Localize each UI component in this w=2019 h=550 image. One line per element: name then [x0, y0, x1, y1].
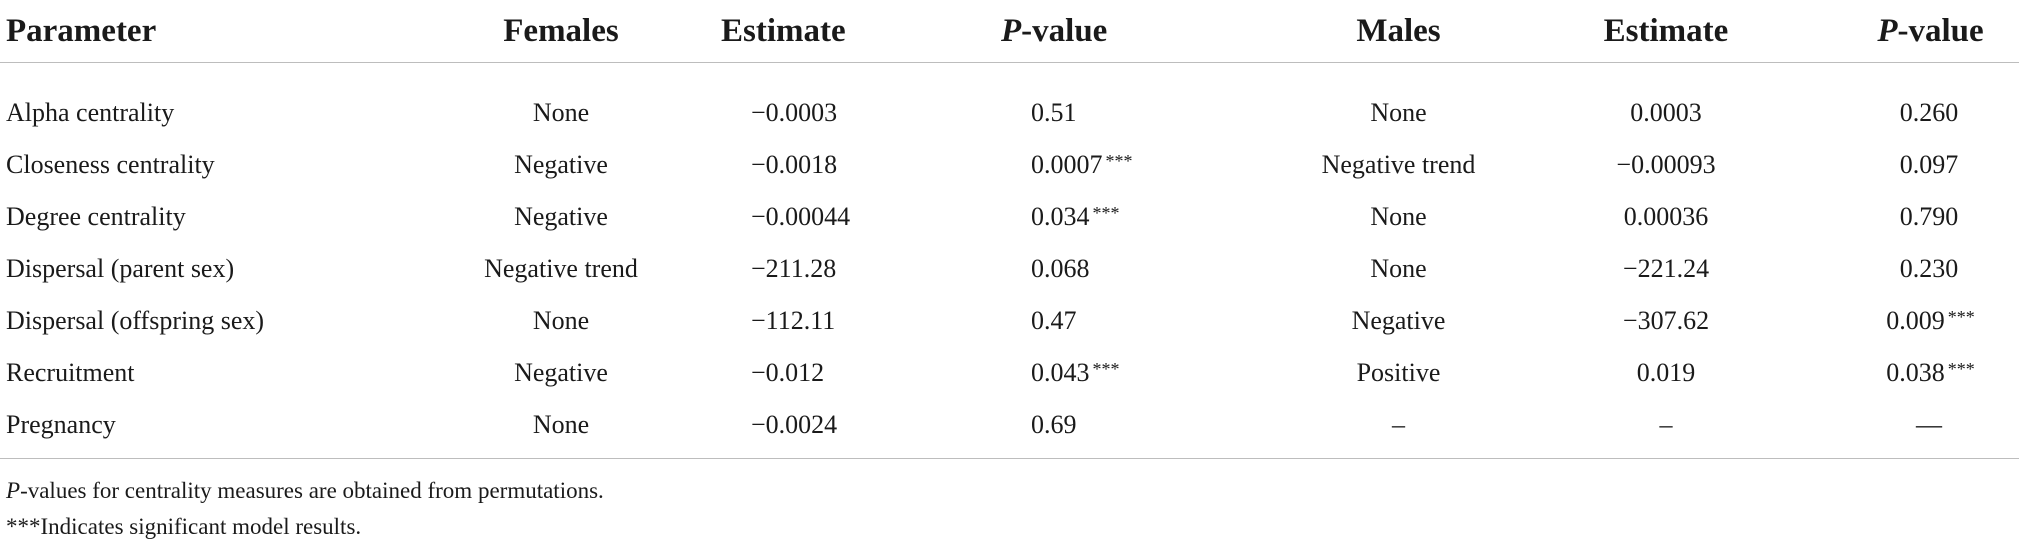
pvalue-text: 0.038 [1886, 358, 1945, 387]
cell-pvalue-females: 0.69 [971, 399, 1271, 465]
cell-estimate-males: 0.0003 [1630, 98, 1702, 127]
table-row: Pregnancy None −0.0024 0.69 – – — [0, 399, 2019, 465]
pvalue-text: 0.47 [1031, 306, 1077, 335]
header-pvalue-males-p: P [1877, 12, 1898, 49]
cell-parameter: Dispersal (parent sex) [6, 254, 235, 283]
header-females: Females [401, 0, 721, 63]
cell-females: Negative trend [484, 254, 638, 283]
pvalue-text: 0.097 [1899, 150, 1959, 179]
significance-stars: *** [1105, 151, 1133, 171]
table-row: Alpha centrality None −0.0003 0.51 None … [0, 63, 2019, 140]
significance-stars: *** [1947, 307, 1975, 327]
cell-females: None [532, 306, 590, 335]
footnote-pvalues-p: P [6, 478, 21, 503]
header-pvalue-females-rest: -value [1021, 12, 1108, 49]
pvalue-text: 0.0007 [1031, 150, 1103, 179]
table-bottom-rule [0, 458, 2019, 459]
cell-males: None [1370, 254, 1427, 283]
footnote-pvalues-text: -values for centrality measures are obta… [20, 478, 604, 503]
cell-pvalue-females: 0.0007 *** [971, 139, 1271, 191]
cell-estimate-males: −307.62 [1622, 306, 1710, 335]
cell-males: Negative [1351, 306, 1446, 335]
header-pvalue-males-rest: -value [1897, 12, 1984, 49]
cell-pvalue-males: 0.097 [1806, 139, 2019, 191]
table-row: Closeness centrality Negative −0.0018 0.… [0, 139, 2019, 191]
header-pvalue-females: P-value [971, 0, 1271, 63]
cell-females: None [532, 410, 590, 439]
cell-females: Negative [514, 358, 608, 387]
cell-estimate-females: −0.0018 [751, 150, 838, 179]
cell-estimate-females: −211.28 [751, 254, 837, 283]
pvalue-text: 0.230 [1899, 254, 1959, 283]
header-pvalue-females-p: P [1001, 12, 1022, 49]
significance-stars: *** [1092, 203, 1120, 223]
cell-estimate-females: −0.0024 [751, 410, 838, 439]
pvalue-text: — [1916, 410, 1942, 439]
table-row: Dispersal (offspring sex) None −112.11 0… [0, 295, 2019, 347]
footnote-significance: ***Indicates significant model results. [6, 514, 362, 539]
pvalue-text: 0.009 [1886, 306, 1945, 335]
pvalue-text: 0.068 [1031, 254, 1090, 283]
table-body: Alpha centrality None −0.0003 0.51 None … [0, 63, 2019, 466]
results-table-container: Parameter Females Estimate P-value Males… [0, 0, 2019, 466]
cell-estimate-females: −0.00044 [751, 202, 851, 231]
header-males: Males [1271, 0, 1526, 63]
table-row: Recruitment Negative −0.012 0.043 *** Pos… [0, 347, 2019, 399]
cell-estimate-males: – [1659, 410, 1673, 439]
cell-parameter: Alpha centrality [6, 98, 175, 127]
cell-males: Negative trend [1321, 150, 1476, 179]
header-parameter: Parameter [0, 0, 401, 63]
cell-pvalue-males: 0.790 [1806, 191, 2019, 243]
cell-pvalue-males: 0.230 [1806, 243, 2019, 295]
significance-stars: *** [1092, 359, 1120, 379]
cell-estimate-females: −0.0003 [751, 98, 838, 127]
table-row: Degree centrality Negative −0.00044 0.03… [0, 191, 2019, 243]
cell-pvalue-males: 0.038 *** [1806, 347, 2019, 399]
cell-parameter: Pregnancy [6, 410, 116, 439]
cell-estimate-females: −112.11 [751, 306, 836, 335]
cell-pvalue-males: 0.260 [1806, 63, 2019, 140]
significance-stars: *** [1947, 359, 1975, 379]
cell-pvalue-males: — [1806, 399, 2019, 465]
table-row: Dispersal (parent sex) Negative trend −2… [0, 243, 2019, 295]
cell-pvalue-females: 0.47 [971, 295, 1271, 347]
pvalue-text: 0.043 [1031, 358, 1090, 387]
header-estimate-females: Estimate [721, 0, 971, 63]
cell-females: None [532, 98, 590, 127]
pvalue-text: 0.790 [1899, 202, 1959, 231]
cell-parameter: Degree centrality [6, 202, 186, 231]
header-row: Parameter Females Estimate P-value Males… [0, 0, 2019, 63]
cell-parameter: Dispersal (offspring sex) [6, 306, 265, 335]
cell-estimate-males: −0.00093 [1616, 150, 1716, 179]
cell-estimate-females: −0.012 [751, 358, 825, 387]
cell-males: Positive [1356, 358, 1441, 387]
cell-males: – [1392, 410, 1405, 439]
footnote-pvalues: P-values for centrality measures are obt… [6, 478, 604, 504]
cell-pvalue-females: 0.068 [971, 243, 1271, 295]
cell-parameter: Closeness centrality [6, 150, 215, 179]
pvalue-text: 0.51 [1031, 98, 1077, 127]
results-table: Parameter Females Estimate P-value Males… [0, 0, 2019, 466]
cell-pvalue-males: 0.009 *** [1806, 295, 2019, 347]
cell-pvalue-females: 0.51 [971, 63, 1271, 140]
cell-males: None [1370, 98, 1427, 127]
cell-pvalue-females: 0.043 *** [971, 347, 1271, 399]
table-header: Parameter Females Estimate P-value Males… [0, 0, 2019, 63]
cell-estimate-males: 0.00036 [1623, 202, 1709, 231]
header-estimate-females-label: Estimate [721, 12, 846, 49]
header-pvalue-males: P-value [1806, 0, 2019, 63]
cell-females: Negative [514, 202, 608, 231]
pvalue-text: 0.034 [1031, 202, 1090, 231]
cell-estimate-males: 0.019 [1636, 358, 1696, 387]
cell-males: None [1370, 202, 1427, 231]
cell-estimate-males: −221.24 [1622, 254, 1710, 283]
cell-pvalue-females: 0.034 *** [971, 191, 1271, 243]
pvalue-text: 0.260 [1899, 98, 1959, 127]
header-estimate-males: Estimate [1526, 0, 1806, 63]
pvalue-text: 0.69 [1031, 410, 1077, 439]
cell-parameter: Recruitment [6, 358, 135, 387]
cell-females: Negative [514, 150, 608, 179]
